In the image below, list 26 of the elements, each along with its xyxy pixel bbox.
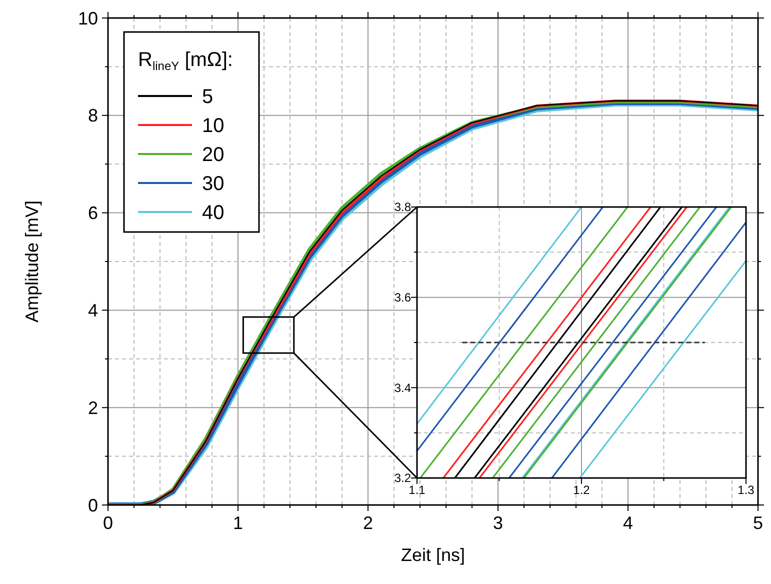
x-tick-label: 2 [362, 513, 374, 533]
x-tick-label: 1.1 [408, 483, 426, 497]
y-tick-label: 4 [88, 300, 98, 320]
legend-label: 30 [202, 173, 224, 195]
x-tick-label: 1.3 [738, 483, 755, 497]
x-tick-label: 0 [102, 513, 114, 533]
x-tick-label: 5 [752, 513, 764, 533]
x-axis-title: Zeit [ns] [400, 545, 466, 565]
y-tick-label: 6 [88, 203, 98, 224]
x-tick-label: 4 [622, 513, 634, 533]
y-tick-label: 8 [88, 106, 98, 126]
x-tick-label: 3 [492, 513, 504, 533]
y-tick-label: 3.4 [394, 380, 412, 395]
y-tick-label: 3.8 [394, 200, 412, 214]
legend-label: 20 [202, 144, 224, 166]
legend-label: 5 [202, 86, 214, 108]
x-tick-label: 1 [232, 513, 244, 533]
legend-label: 40 [202, 202, 224, 224]
y-tick-label: 3.6 [394, 290, 412, 305]
y-axis-title: Amplitude [mV] [22, 200, 42, 323]
y-tick-label: 10 [78, 8, 98, 28]
y-tick-label: 3.2 [394, 471, 412, 486]
legend-title: R$_{lineY}$ [mΩ]: [138, 49, 233, 74]
legend-label: 10 [202, 115, 224, 137]
x-tick-label: 1.2 [573, 483, 590, 497]
y-tick-label: 2 [88, 398, 98, 418]
